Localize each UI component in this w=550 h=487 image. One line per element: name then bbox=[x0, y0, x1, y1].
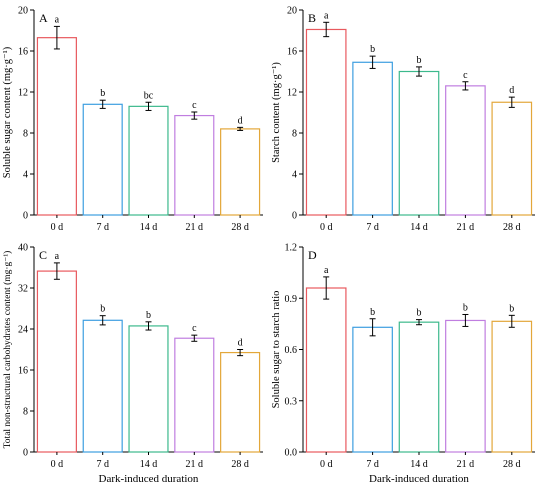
x-tick-label: 28 d bbox=[231, 222, 249, 233]
bar bbox=[398, 321, 440, 453]
x-tick-label: 7 d bbox=[366, 222, 379, 233]
x-tick-label: 21 d bbox=[457, 459, 475, 470]
bar bbox=[491, 101, 533, 216]
y-tick-label: 40 bbox=[18, 243, 28, 254]
y-tick-label: 16 bbox=[287, 47, 297, 58]
y-tick-label: 16 bbox=[18, 366, 28, 377]
significance-letter: a bbox=[324, 10, 329, 21]
bar bbox=[398, 70, 440, 216]
y-tick-label: 0.9 bbox=[285, 294, 298, 305]
y-tick-label: 0.3 bbox=[285, 396, 298, 407]
bar bbox=[220, 128, 261, 216]
x-tick-label: 7 d bbox=[366, 459, 379, 470]
significance-letter: b bbox=[100, 88, 105, 99]
significance-letter: b bbox=[463, 302, 468, 313]
y-axis-label: Soluble sugar to starch ratio bbox=[271, 291, 282, 409]
bar bbox=[491, 320, 533, 453]
y-tick-label: 4 bbox=[292, 170, 297, 181]
panel-letter: D bbox=[308, 248, 317, 262]
x-tick-label: 14 d bbox=[410, 459, 428, 470]
bar bbox=[445, 319, 486, 453]
significance-letter: b bbox=[146, 310, 151, 321]
significance-letter: a bbox=[55, 251, 60, 262]
significance-letter: a bbox=[324, 265, 329, 276]
panel-letter: C bbox=[39, 248, 47, 262]
x-tick-label: 0 d bbox=[320, 222, 333, 233]
x-tick-label: 14 d bbox=[410, 222, 428, 233]
y-tick-label: 8 bbox=[292, 129, 297, 140]
y-tick-label: 0.0 bbox=[285, 448, 298, 459]
bar bbox=[305, 287, 347, 453]
bar bbox=[174, 337, 215, 453]
significance-letter: b bbox=[417, 308, 422, 319]
significance-letter: b bbox=[509, 303, 514, 314]
chart-panel-c: C 0 8 16 24 32 40 Total non-structural carbohyd… bbox=[2, 243, 263, 485]
bar bbox=[352, 326, 393, 453]
bar bbox=[128, 325, 169, 453]
significance-letter: d bbox=[238, 115, 243, 126]
significance-letter: b bbox=[370, 307, 375, 318]
y-tick-label: 0.6 bbox=[285, 345, 298, 356]
y-axis-label: Soluble sugar content (mg·g⁻¹) bbox=[2, 46, 13, 178]
y-tick-label: 0 bbox=[292, 211, 297, 222]
significance-letter: b bbox=[370, 44, 375, 55]
y-tick-label: 8 bbox=[23, 129, 28, 140]
bar bbox=[82, 103, 123, 216]
significance-letter: d bbox=[509, 85, 514, 96]
x-tick-label: 21 d bbox=[186, 222, 204, 233]
y-tick-label: 8 bbox=[23, 407, 28, 418]
significance-letter: d bbox=[238, 338, 243, 349]
y-tick-label: 1.2 bbox=[285, 243, 298, 254]
significance-letter: c bbox=[192, 323, 197, 334]
y-tick-label: 32 bbox=[18, 284, 28, 295]
x-axis-label: Dark-induced duration bbox=[369, 473, 469, 485]
bar bbox=[305, 28, 347, 216]
significance-letter: b bbox=[417, 55, 422, 66]
chart-panel-a: A 0 4 8 12 16 20 Soluble sugar content (mg·g⁻¹)… bbox=[2, 6, 263, 233]
x-tick-label: 7 d bbox=[96, 459, 109, 470]
significance-letter: c bbox=[192, 100, 197, 111]
panel-letter: B bbox=[308, 11, 316, 25]
bar bbox=[128, 105, 169, 216]
panel-letter: A bbox=[39, 11, 48, 25]
y-tick-label: 20 bbox=[287, 6, 297, 17]
significance-letter: bc bbox=[144, 90, 154, 101]
x-tick-label: 21 d bbox=[457, 222, 475, 233]
bar bbox=[36, 37, 77, 216]
bar bbox=[174, 114, 215, 216]
bar bbox=[445, 85, 486, 216]
y-tick-label: 0 bbox=[23, 211, 28, 222]
significance-letter: b bbox=[100, 304, 105, 315]
chart-panel-d: D 0.0 0.3 0.6 0.9 1.2 Soluble sugar to starch … bbox=[271, 243, 535, 485]
significance-letter: c bbox=[463, 70, 468, 81]
bar bbox=[36, 270, 77, 453]
y-tick-label: 0 bbox=[23, 448, 28, 459]
y-axis-label: Starch content (mg·g⁻¹) bbox=[271, 62, 282, 163]
y-tick-label: 12 bbox=[18, 88, 28, 99]
y-tick-label: 12 bbox=[287, 88, 297, 99]
significance-letter: a bbox=[55, 14, 60, 25]
x-tick-label: 0 d bbox=[51, 459, 64, 470]
x-axis-label: Dark-induced duration bbox=[99, 473, 199, 485]
x-tick-label: 28 d bbox=[503, 222, 521, 233]
bar bbox=[220, 351, 261, 453]
x-tick-label: 7 d bbox=[96, 222, 109, 233]
bar bbox=[82, 319, 123, 453]
x-tick-label: 0 d bbox=[320, 459, 333, 470]
x-tick-label: 14 d bbox=[140, 459, 158, 470]
y-tick-label: 16 bbox=[18, 47, 28, 58]
x-tick-label: 28 d bbox=[231, 459, 249, 470]
chart-panel-b: B 0 4 8 12 16 20 Starch content (mg·g⁻¹) a 0 d b 7 … bbox=[271, 6, 535, 233]
y-tick-label: 20 bbox=[18, 6, 28, 17]
y-tick-label: 4 bbox=[23, 170, 28, 181]
y-tick-label: 24 bbox=[18, 325, 28, 336]
y-axis-label: Total non-structural carbohydrates conte… bbox=[2, 251, 13, 449]
x-tick-label: 0 d bbox=[51, 222, 64, 233]
x-tick-label: 28 d bbox=[503, 459, 521, 470]
x-tick-label: 14 d bbox=[140, 222, 158, 233]
x-tick-label: 21 d bbox=[186, 459, 204, 470]
bar bbox=[352, 61, 393, 216]
